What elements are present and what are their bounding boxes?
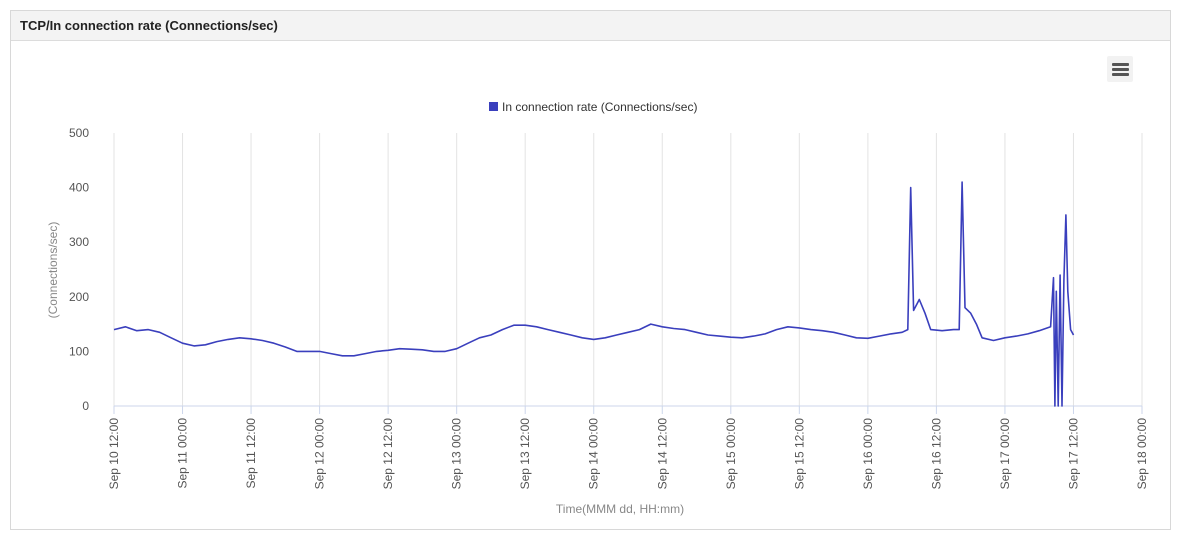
x-tick-label: Sep 15 00:00 — [724, 418, 738, 490]
chart-panel: TCP/In connection rate (Connections/sec) — [10, 10, 1171, 530]
x-tick-label: Sep 17 00:00 — [998, 418, 1012, 490]
x-tick-label: Sep 16 12:00 — [929, 418, 943, 490]
y-tick-label: 0 — [82, 399, 89, 413]
panel-header: TCP/In connection rate (Connections/sec) — [11, 11, 1170, 41]
y-tick-label: 400 — [69, 181, 89, 195]
x-tick-label: Sep 13 12:00 — [518, 418, 532, 490]
x-axis-title: Time(MMM dd, HH:mm) — [556, 502, 684, 516]
y-tick-label: 300 — [69, 235, 89, 249]
x-tick-label: Sep 11 00:00 — [176, 418, 190, 489]
x-tick-label: Sep 12 00:00 — [313, 418, 327, 490]
y-axis-title: (Connections/sec) — [46, 222, 60, 319]
x-tick-label: Sep 14 00:00 — [587, 418, 601, 490]
y-tick-label: 500 — [69, 126, 89, 140]
legend-swatch — [489, 102, 498, 111]
y-tick-label: 100 — [69, 344, 89, 358]
x-tick-label: Sep 15 12:00 — [792, 418, 806, 490]
x-tick-label: Sep 18 00:00 — [1135, 418, 1149, 490]
x-tick-label: Sep 14 12:00 — [655, 418, 669, 490]
legend-label: In connection rate (Connections/sec) — [502, 100, 697, 114]
menu-bar — [1111, 67, 1129, 71]
x-tick-label: Sep 13 00:00 — [450, 418, 464, 490]
panel-title: TCP/In connection rate (Connections/sec) — [20, 18, 278, 33]
series-line — [113, 181, 1075, 407]
menu-bar — [1111, 72, 1129, 76]
x-tick-label: Sep 12 12:00 — [381, 418, 395, 490]
x-tick-label: Sep 10 12:00 — [107, 418, 121, 490]
x-tick-label: Sep 16 00:00 — [861, 418, 875, 490]
x-tick-label: Sep 11 12:00 — [244, 418, 258, 489]
y-tick-label: 200 — [69, 290, 89, 304]
menu-bar — [1111, 62, 1129, 66]
hamburger-menu-icon[interactable] — [1107, 56, 1133, 82]
x-tick-label: Sep 17 12:00 — [1066, 418, 1080, 490]
